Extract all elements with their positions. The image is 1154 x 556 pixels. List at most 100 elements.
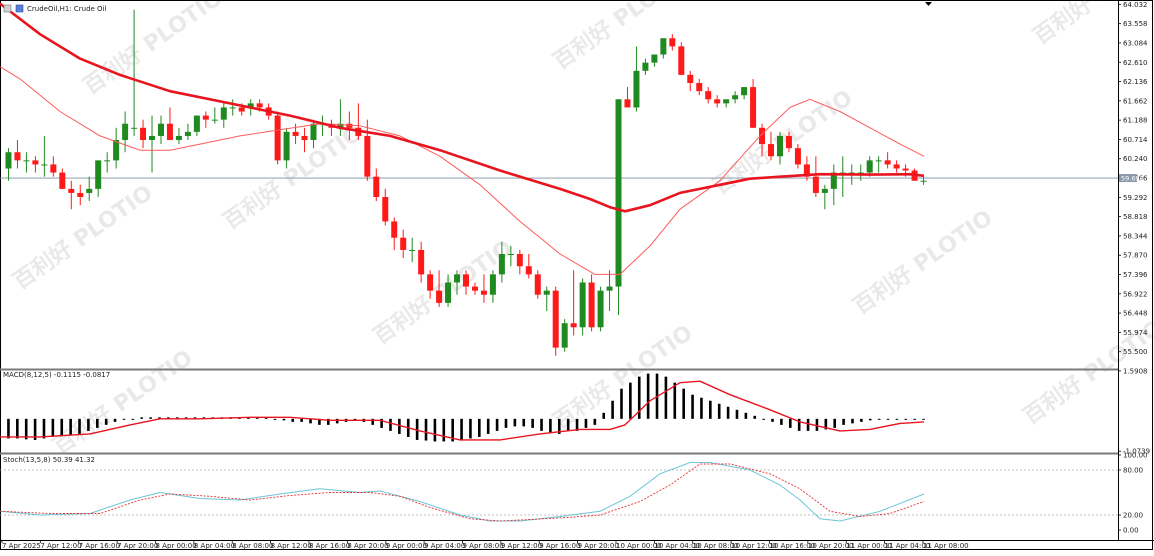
price-axis-tick-label: 55.500 bbox=[1123, 348, 1148, 356]
macd-axis-tick-label: -1.0739 bbox=[1123, 448, 1150, 456]
macd-histogram-bar bbox=[753, 415, 757, 419]
macd-histogram-bar bbox=[780, 418, 783, 425]
candle-body bbox=[122, 123, 129, 141]
macd-histogram-bar bbox=[549, 418, 552, 433]
candle-body bbox=[732, 95, 739, 100]
macd-histogram-bar bbox=[575, 418, 579, 431]
candle-body bbox=[5, 152, 12, 169]
macd-histogram-bar bbox=[247, 417, 250, 419]
candle-body bbox=[193, 115, 200, 132]
candle-body bbox=[561, 323, 568, 348]
macd-histogram-bar bbox=[833, 418, 837, 428]
macd-histogram-bar bbox=[797, 418, 801, 431]
macd-label: MACD(8,12,5) -0.1115 -0.0817 bbox=[3, 371, 110, 379]
watermark-text: 百利好 PLOTIO bbox=[549, 0, 698, 75]
price-axis-tick-label: 57.396 bbox=[1123, 271, 1148, 279]
time-axis-label: 10 Apr 16:00 bbox=[770, 542, 816, 550]
macd-histogram-bar bbox=[113, 418, 117, 422]
price-axis-tick-label: 60.240 bbox=[1123, 155, 1148, 163]
stoch-axis-tick-label: 80.00 bbox=[1123, 467, 1143, 475]
macd-histogram-bar bbox=[24, 418, 28, 440]
price-axis-tick-label: 56.448 bbox=[1123, 310, 1148, 318]
stoch-axis-tick-label: 100.00 bbox=[1123, 452, 1148, 460]
time-axis-label: 9 Apr 20:00 bbox=[578, 542, 619, 550]
candle-body bbox=[687, 74, 694, 84]
candle-body bbox=[86, 188, 93, 193]
macd-histogram-bar bbox=[193, 417, 197, 419]
macd-histogram-bar bbox=[131, 418, 135, 420]
macd-histogram-bar bbox=[78, 418, 81, 434]
stoch-label: Stoch(13,5,8) 50.39 41.32 bbox=[3, 456, 95, 464]
candle-body bbox=[624, 99, 631, 108]
candle-body bbox=[247, 103, 254, 108]
macd-histogram-bar bbox=[51, 418, 55, 437]
chart-type-icon[interactable] bbox=[15, 4, 24, 13]
time-axis-label: 7 Apr 20:00 bbox=[117, 542, 158, 550]
price-panel[interactable] bbox=[0, 2, 927, 356]
candle-body bbox=[489, 274, 496, 295]
macd-histogram-bar bbox=[620, 388, 623, 419]
macd-histogram-bar bbox=[318, 418, 321, 425]
macd-histogram-bar bbox=[593, 418, 597, 425]
shift-marker-icon[interactable] bbox=[925, 2, 932, 6]
stoch-axis-tick-label: 20.00 bbox=[1123, 512, 1143, 520]
candle-body bbox=[705, 91, 712, 100]
candle-body bbox=[68, 188, 75, 193]
price-axis-tick-label: 62.610 bbox=[1123, 59, 1148, 67]
candle-body bbox=[866, 160, 873, 173]
candle-body bbox=[570, 323, 577, 328]
macd-histogram-bar bbox=[788, 418, 792, 428]
candle-body bbox=[166, 123, 173, 141]
macd-histogram-bar bbox=[398, 418, 401, 434]
candle-body bbox=[543, 290, 550, 295]
time-axis-label: 11 Apr 00:00 bbox=[846, 542, 892, 550]
macd-histogram-bar bbox=[531, 418, 534, 428]
macd-histogram-bar bbox=[353, 418, 357, 421]
macd-panel[interactable] bbox=[0, 373, 925, 442]
candle-body bbox=[445, 282, 452, 303]
macd-histogram-bar bbox=[762, 418, 765, 420]
candle-body bbox=[131, 127, 138, 129]
candle-body bbox=[95, 160, 102, 189]
candle-body bbox=[400, 237, 407, 250]
candle-body bbox=[364, 135, 371, 177]
macd-histogram-bar bbox=[824, 418, 828, 430]
macd-histogram-bar bbox=[389, 418, 392, 431]
macd-histogram-bar bbox=[806, 418, 810, 431]
candle-body bbox=[902, 168, 909, 171]
macd-histogram-bar bbox=[167, 417, 170, 419]
macd-histogram-bar bbox=[913, 418, 916, 420]
chart-menu-icon[interactable] bbox=[3, 4, 12, 13]
macd-signal-line bbox=[0, 380, 925, 441]
candle-body bbox=[884, 160, 891, 165]
price-axis-tick-label: 61.188 bbox=[1123, 117, 1148, 125]
price-tag bbox=[1119, 174, 1137, 183]
candle-body bbox=[292, 131, 299, 136]
candle-body bbox=[803, 164, 810, 177]
macd-histogram-bar bbox=[691, 394, 694, 419]
macd-histogram-bar bbox=[95, 418, 99, 428]
time-axis-label: 8 Apr 20:00 bbox=[347, 542, 388, 550]
candle-body bbox=[606, 286, 613, 291]
macd-histogram-bar bbox=[16, 418, 19, 439]
candle-body bbox=[785, 135, 792, 149]
candle-body bbox=[346, 123, 353, 128]
price-tag-label: 59.699 bbox=[1121, 175, 1144, 183]
candle-body bbox=[427, 274, 434, 291]
stoch-main-line bbox=[0, 462, 925, 522]
macd-histogram-bar bbox=[842, 418, 845, 425]
macd-histogram-bar bbox=[380, 418, 383, 428]
candle-body bbox=[857, 172, 864, 174]
macd-histogram-bar bbox=[175, 417, 179, 419]
macd-histogram-bar bbox=[646, 373, 650, 419]
candle-body bbox=[498, 254, 505, 275]
macd-histogram-bar bbox=[717, 403, 721, 419]
candle-body bbox=[274, 115, 281, 161]
stochastic-panel[interactable] bbox=[0, 462, 925, 522]
watermark-text: 百利好 PLOTIO bbox=[49, 345, 198, 460]
